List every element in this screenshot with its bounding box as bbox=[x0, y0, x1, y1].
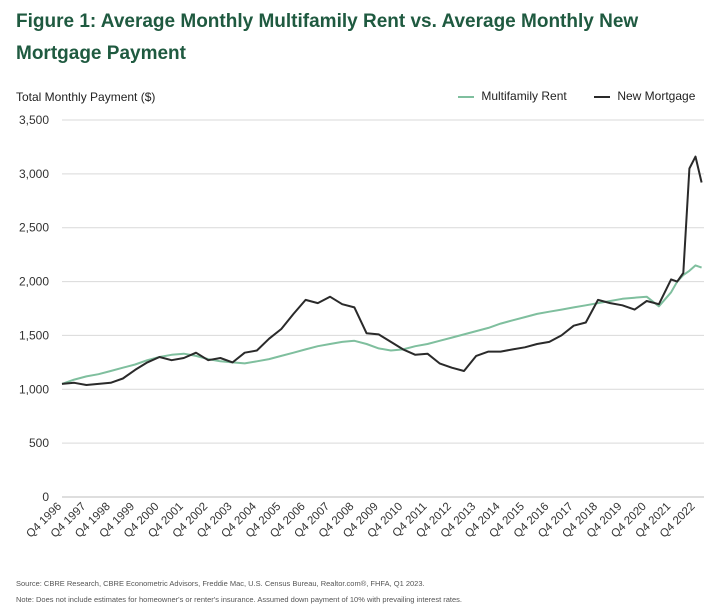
legend-item-mortgage: New Mortgage bbox=[594, 89, 695, 103]
series-line-rent bbox=[61, 264, 702, 385]
source-note: Source: CBRE Research, CBRE Econometric … bbox=[16, 579, 425, 588]
disclaimer-note: Note: Does not include estimates for hom… bbox=[16, 595, 463, 604]
y-tick-label: 2,500 bbox=[19, 221, 49, 235]
footnotes: Source: CBRE Research, CBRE Econometric … bbox=[16, 576, 712, 608]
y-tick-label: 0 bbox=[42, 490, 49, 504]
y-tick-label: 2,000 bbox=[19, 275, 49, 289]
series-line-mortgage bbox=[61, 155, 703, 386]
legend-item-rent: Multifamily Rent bbox=[458, 89, 567, 103]
y-tick-label: 3,500 bbox=[19, 113, 49, 127]
legend-label-mortgage: New Mortgage bbox=[617, 89, 696, 103]
y-axis-label: Total Monthly Payment ($) bbox=[16, 90, 156, 104]
chart-title: Figure 1: Average Monthly Multifamily Re… bbox=[16, 11, 639, 64]
y-tick-label: 3,000 bbox=[19, 167, 49, 181]
y-tick-label: 1,000 bbox=[19, 382, 49, 396]
legend-label-rent: Multifamily Rent bbox=[481, 89, 567, 103]
y-tick-label: 500 bbox=[29, 436, 49, 450]
legend-swatch-rent bbox=[458, 95, 474, 98]
y-tick-label: 1,500 bbox=[19, 328, 49, 342]
legend-swatch-mortgage bbox=[594, 95, 610, 98]
